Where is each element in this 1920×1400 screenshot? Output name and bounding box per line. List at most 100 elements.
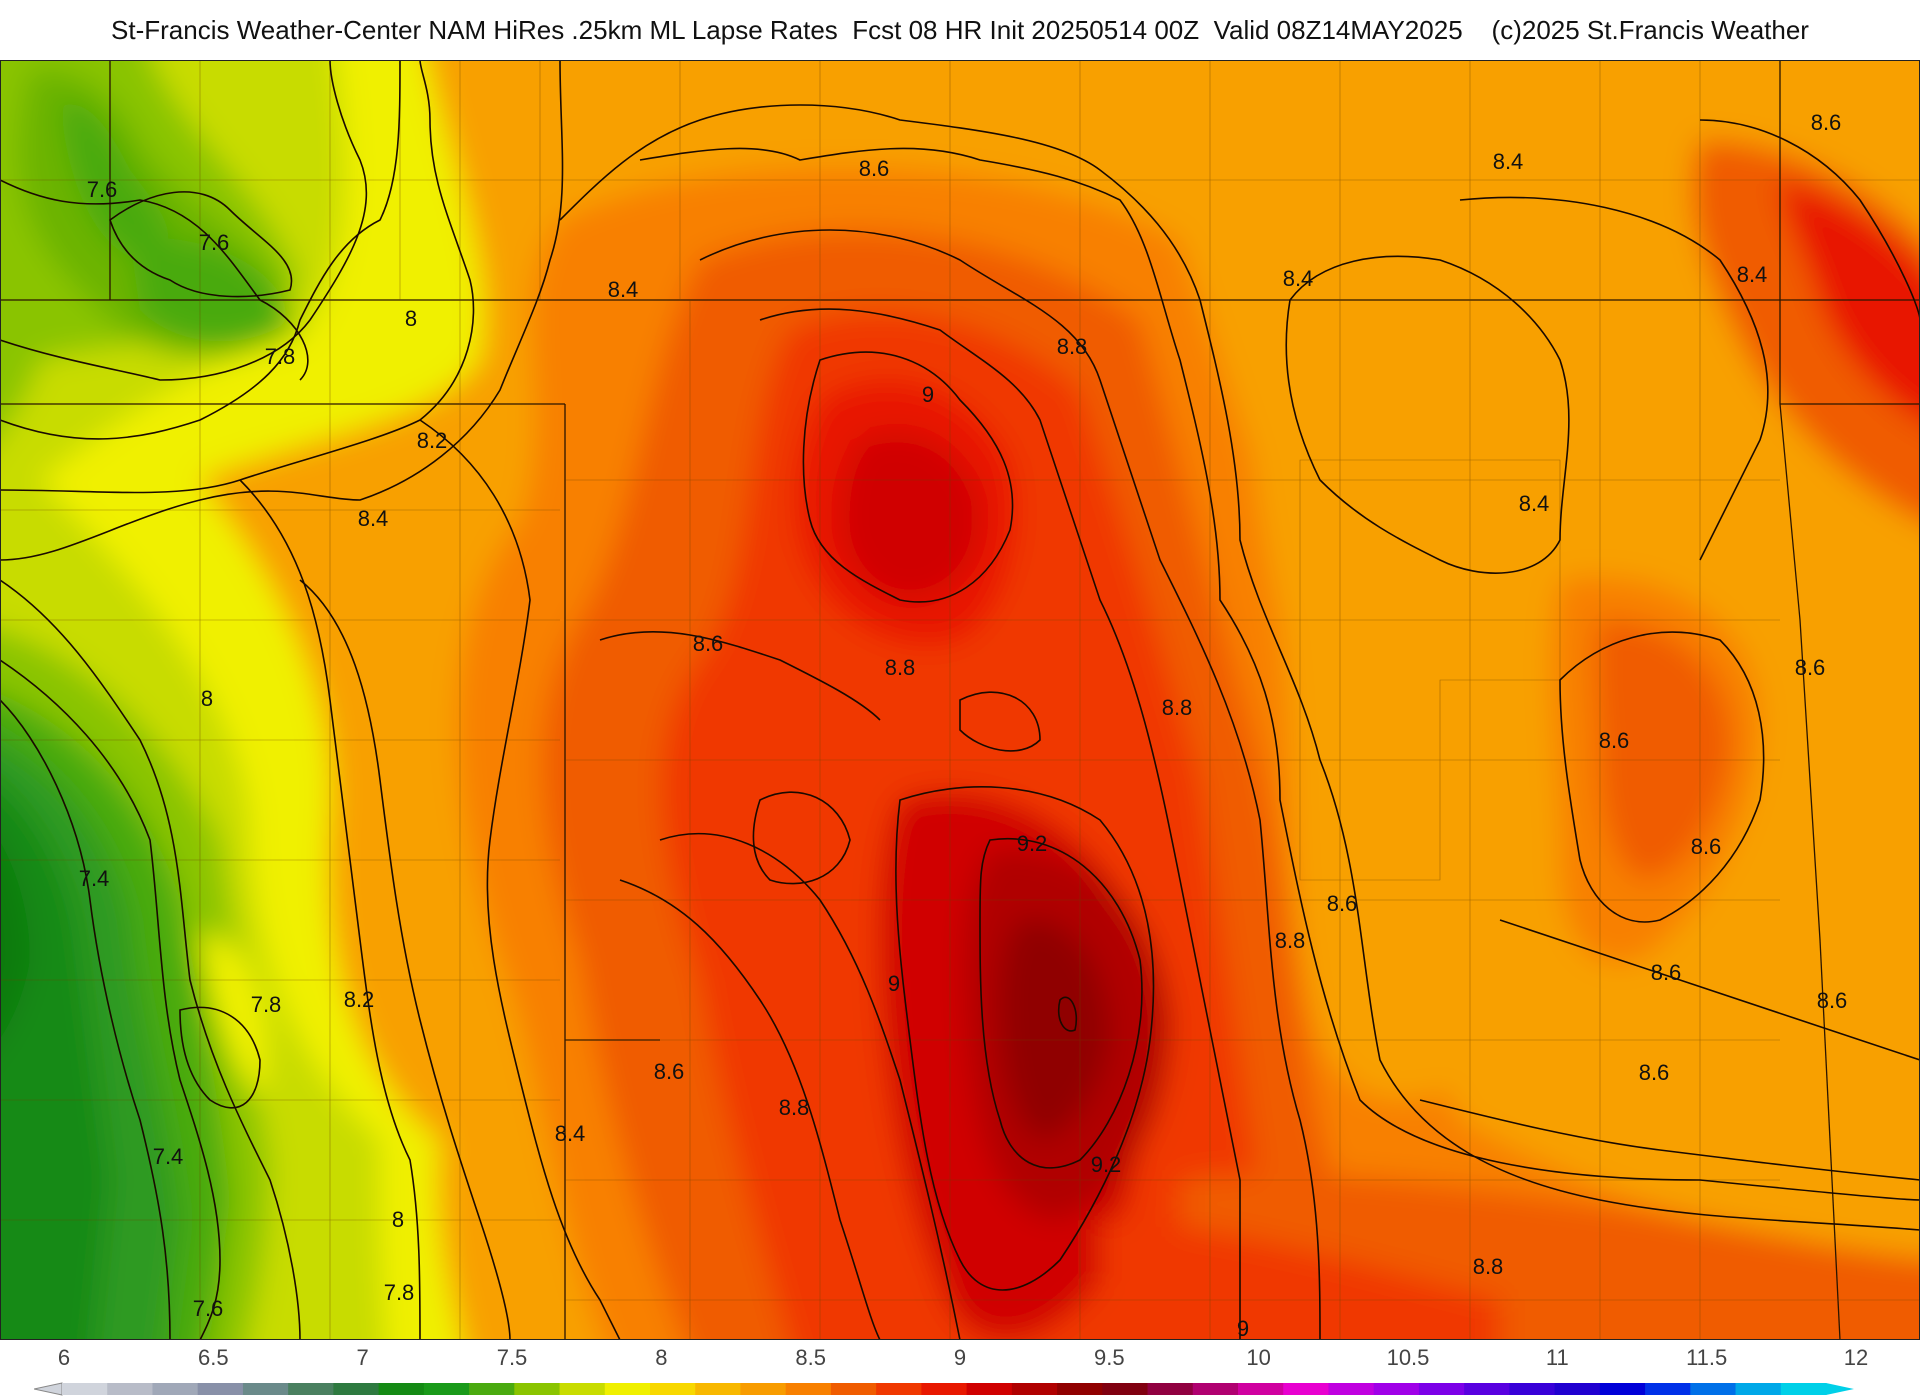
color-scale-swatch [604, 1383, 651, 1395]
contour-label: 8.8 [1162, 695, 1193, 720]
map-title: St-Francis Weather-Center NAM HiRes .25k… [111, 14, 1809, 45]
color-scale-tick-label: 10 [1246, 1345, 1271, 1370]
color-scale-bar: 6 6.5 7 7.5 8 8.5 9 9.5 10 10.5 11 11.5 12 [0, 1340, 1920, 1400]
color-scale-swatch [966, 1383, 1013, 1395]
contour-label: 7.6 [199, 230, 230, 255]
contour-label: 8.6 [654, 1059, 685, 1084]
contour-label: 8.8 [1473, 1254, 1504, 1279]
contour-label: 8.4 [1519, 491, 1550, 516]
contour-label: 8.8 [1275, 928, 1306, 953]
lapse-rate-map: 8.6 7.6 7.6 8.4 8.6 8.4 8.4 8.4 8 7.8 8.… [0, 60, 1920, 1340]
contour-label: 7.6 [193, 1296, 224, 1321]
color-scale-swatch [830, 1383, 877, 1395]
contour-label: 7.4 [153, 1144, 184, 1169]
contour-label: 8.8 [1057, 334, 1088, 359]
contour-label: 8.8 [779, 1095, 810, 1120]
color-scale-low-arrow [34, 1382, 63, 1396]
contour-label: 9 [922, 382, 934, 407]
color-scale-swatch [559, 1383, 606, 1395]
contour-label: 8.4 [1283, 266, 1314, 291]
color-scale-swatch [197, 1383, 244, 1395]
contour-label: 8.8 [885, 655, 916, 680]
color-scale-swatch [1418, 1383, 1465, 1395]
color-scale-swatch [242, 1383, 289, 1395]
color-scale-swatch [695, 1383, 741, 1395]
color-scale-tick-label: 8.5 [795, 1345, 826, 1370]
contour-label: 8.6 [1599, 728, 1630, 753]
contour-label: 8.4 [608, 277, 639, 302]
contour-label: 8.6 [1651, 960, 1682, 985]
color-scale-swatch [107, 1383, 153, 1395]
color-scale-swatch [1464, 1383, 1510, 1395]
contour-label: 8.6 [693, 631, 724, 656]
contour-label: 8.4 [358, 506, 389, 531]
color-scale-swatch [423, 1383, 470, 1395]
contour-label: 8.4 [1737, 262, 1768, 287]
color-scale-swatch [469, 1383, 515, 1395]
contour-label: 7.8 [384, 1280, 415, 1305]
contour-label: 7.6 [87, 177, 118, 202]
contour-label: 8 [201, 686, 213, 711]
color-scale-tick-label: 10.5 [1386, 1345, 1430, 1370]
contour-label: 8.4 [555, 1121, 586, 1146]
contour-label: 8 [392, 1207, 404, 1232]
color-scale-swatch [1057, 1383, 1103, 1395]
color-scale-swatch [1192, 1383, 1239, 1395]
color-scale-swatch [650, 1383, 696, 1395]
color-scale-tick-label: 12 [1843, 1345, 1869, 1370]
contour-label: 7.4 [79, 866, 110, 891]
contour-label: 9.2 [1091, 1152, 1122, 1177]
color-scale-strip [34, 1382, 1854, 1396]
color-scale-tick-label: 6 [57, 1345, 71, 1370]
color-scale-swatch [1283, 1383, 1329, 1395]
color-scale-swatch [1645, 1383, 1691, 1395]
contour-label: 7.8 [265, 344, 296, 369]
color-scale-swatch [62, 1383, 108, 1395]
contour-labels: 8.6 7.6 7.6 8.4 8.6 8.4 8.4 8.4 8 7.8 8.… [79, 110, 1848, 1340]
color-scale-swatch [1690, 1383, 1737, 1395]
color-scale-swatch [785, 1383, 832, 1395]
color-scale-tick-label: 9.5 [1094, 1345, 1125, 1370]
color-scale-swatch [378, 1383, 425, 1395]
color-scale-swatch [1599, 1383, 1646, 1395]
color-scale-swatch [876, 1383, 922, 1395]
contour-lines [0, 60, 1920, 1340]
color-scale-tick-label: 6.5 [198, 1345, 229, 1370]
color-scale-swatch [514, 1383, 561, 1395]
color-scale-swatch [1102, 1383, 1149, 1395]
color-scale-swatch [288, 1383, 334, 1395]
contour-label: 8.6 [1795, 655, 1826, 680]
color-scale-tick-label: 11.5 [1686, 1345, 1728, 1370]
contour-label: 9.2 [1017, 831, 1048, 856]
contour-label: 8.6 [1691, 834, 1722, 859]
contour-label: 9 [1237, 1316, 1249, 1340]
color-scale-tick-label: 9 [953, 1345, 967, 1370]
color-scale-high-arrow [1826, 1383, 1854, 1395]
color-scale-tick-label: 11 [1545, 1345, 1569, 1370]
color-scale-swatch [333, 1383, 380, 1395]
color-scale-swatch [1780, 1383, 1827, 1395]
contour-label: 8.4 [1493, 149, 1524, 174]
contour-label: 8.6 [1639, 1060, 1670, 1085]
contour-label: 8.6 [1811, 110, 1842, 135]
color-scale-swatch [921, 1383, 968, 1395]
color-scale-tick-label: 7.5 [496, 1345, 528, 1370]
color-scale-tick-label: 7 [356, 1345, 369, 1370]
color-scale-swatch [1238, 1383, 1284, 1395]
color-scale-swatch [1328, 1383, 1375, 1395]
color-scale-swatch [152, 1383, 199, 1395]
color-scale-swatch [1147, 1383, 1194, 1395]
color-scale-tick-label: 8 [655, 1345, 668, 1370]
contour-label: 7.8 [251, 992, 282, 1017]
contour-label: 8 [405, 306, 417, 331]
color-scale-swatch [1011, 1383, 1058, 1395]
contour-label: 8.6 [859, 156, 890, 181]
contour-label: 8.2 [417, 428, 448, 453]
contour-label: 9 [888, 971, 900, 996]
color-scale-swatch [1509, 1383, 1556, 1395]
color-scale-swatch [740, 1383, 787, 1395]
color-scale-swatch [1735, 1383, 1782, 1395]
contour-label: 8.6 [1817, 988, 1848, 1013]
color-scale-swatch [1373, 1383, 1420, 1395]
contour-label: 8.2 [344, 987, 375, 1012]
